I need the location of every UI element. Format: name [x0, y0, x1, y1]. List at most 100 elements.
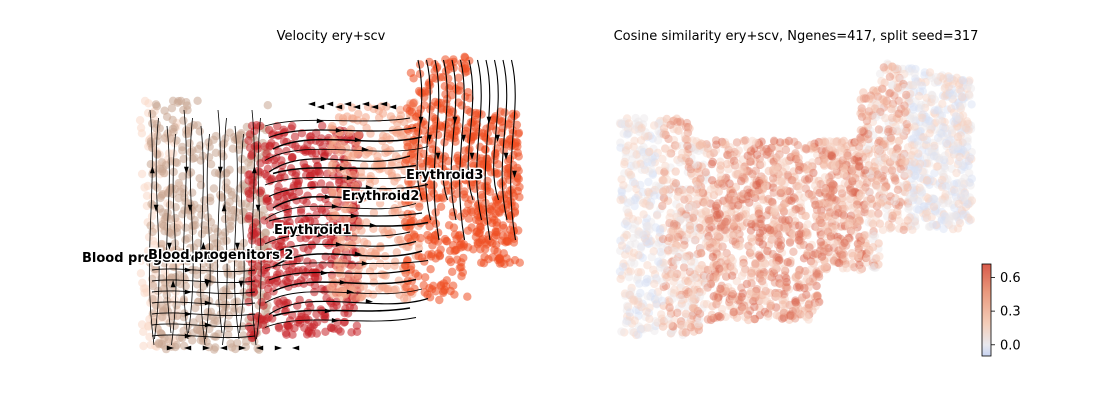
cell-point [759, 269, 768, 278]
cell-point [342, 134, 352, 144]
cell-point [957, 177, 966, 187]
cell-point [727, 271, 737, 280]
cell-point [694, 322, 703, 331]
cell-point [905, 213, 914, 222]
cell-point [793, 141, 803, 150]
cell-point [785, 238, 795, 247]
cell-point [826, 232, 835, 241]
cell-point [463, 226, 473, 235]
cell-point [666, 268, 675, 277]
cell-point [884, 60, 893, 70]
cell-point [844, 221, 854, 231]
cell-point [823, 183, 832, 192]
cell-point [715, 267, 725, 276]
cell-point [676, 119, 686, 128]
cell-point [254, 210, 264, 220]
cell-point [914, 128, 923, 137]
cell-point [948, 79, 957, 89]
cell-point [633, 273, 643, 282]
cell-point [931, 118, 940, 127]
cell-point [942, 80, 951, 89]
cell-point [634, 306, 644, 315]
streamline [151, 312, 256, 316]
cell-point [632, 275, 642, 284]
cell-point [791, 151, 800, 160]
cell-point [619, 129, 628, 138]
cell-point [711, 201, 721, 210]
cell-point [780, 271, 789, 280]
cell-point [964, 156, 974, 166]
cell-point [830, 181, 839, 190]
cell-point [626, 240, 635, 249]
cell-point [790, 153, 799, 162]
cell-point [808, 250, 818, 260]
cell-point [658, 187, 668, 196]
cell-point [798, 210, 807, 220]
cell-point [772, 172, 781, 182]
cell-point [158, 302, 167, 311]
cell-point [930, 143, 939, 153]
cell-point [878, 95, 887, 104]
cell-point [825, 173, 834, 182]
cell-point [699, 187, 708, 197]
cell-point [958, 76, 968, 85]
cell-point [908, 225, 917, 234]
cell-point [693, 314, 702, 323]
cell-point [726, 253, 736, 263]
cell-point [644, 233, 653, 243]
cell-point [919, 141, 929, 150]
cell-point [682, 210, 691, 219]
cell-point [727, 301, 736, 311]
cell-point [950, 188, 960, 197]
cell-point [266, 220, 275, 229]
streamline-arrow [317, 104, 325, 110]
cell-point [960, 173, 969, 183]
cell-point [712, 249, 721, 259]
cell-point [490, 215, 499, 225]
cell-point [803, 251, 812, 260]
cell-point [148, 295, 157, 304]
cell-point [946, 135, 956, 144]
cell-point [880, 78, 889, 87]
cell-point [770, 204, 779, 213]
cell-point [891, 149, 900, 158]
cell-point [747, 245, 756, 254]
cell-point [476, 245, 485, 254]
cell-point [215, 298, 224, 308]
cell-point [699, 198, 709, 207]
cell-point [670, 246, 679, 256]
cell-point [169, 167, 178, 177]
cell-point [966, 181, 975, 190]
streamline [268, 297, 429, 315]
cell-point [408, 156, 417, 165]
cell-point [769, 220, 778, 229]
cell-point [965, 193, 974, 202]
cell-point [785, 156, 794, 165]
cell-point [893, 125, 902, 134]
cell-point [652, 275, 661, 285]
cell-point [690, 304, 699, 313]
cell-point [879, 194, 888, 204]
cell-point [690, 188, 700, 197]
cell-point [392, 248, 401, 257]
cell-point [716, 284, 725, 293]
cell-point [307, 329, 316, 338]
cell-point [758, 223, 767, 232]
cell-point [841, 241, 851, 250]
cell-point [676, 280, 686, 289]
cell-point [782, 156, 791, 166]
cell-point [673, 232, 683, 242]
cell-point [892, 114, 901, 123]
cell-point [674, 252, 683, 262]
cell-point [776, 172, 786, 181]
cell-point [794, 166, 804, 175]
cell-point [822, 189, 831, 198]
cell-point [829, 243, 838, 252]
cell-point [224, 323, 234, 333]
cell-point [870, 232, 879, 241]
cell-point [851, 151, 861, 160]
cell-point [424, 78, 434, 87]
cell-point [487, 122, 497, 131]
cell-point [675, 216, 684, 226]
cell-point [813, 291, 822, 301]
